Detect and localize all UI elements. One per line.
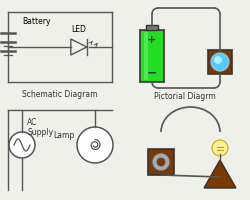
Text: Lamp: Lamp bbox=[53, 132, 74, 140]
Bar bbox=[144, 32, 148, 80]
Circle shape bbox=[152, 153, 170, 171]
Circle shape bbox=[9, 132, 35, 158]
Circle shape bbox=[157, 158, 165, 166]
Circle shape bbox=[212, 140, 228, 156]
Text: LED: LED bbox=[71, 25, 86, 34]
Text: Battery: Battery bbox=[22, 18, 50, 26]
Text: Schematic Diagram: Schematic Diagram bbox=[22, 90, 98, 99]
Bar bbox=[148, 149, 174, 175]
Bar bbox=[146, 25, 158, 30]
Text: Pictorial Diagrm: Pictorial Diagrm bbox=[154, 92, 216, 101]
Text: AC
Supply: AC Supply bbox=[27, 118, 53, 137]
Bar bbox=[208, 50, 232, 74]
Bar bbox=[140, 30, 164, 82]
Text: −: − bbox=[147, 66, 157, 79]
Circle shape bbox=[214, 56, 222, 64]
Text: +: + bbox=[148, 35, 156, 45]
Polygon shape bbox=[204, 160, 236, 188]
Circle shape bbox=[211, 53, 229, 71]
Circle shape bbox=[77, 127, 113, 163]
